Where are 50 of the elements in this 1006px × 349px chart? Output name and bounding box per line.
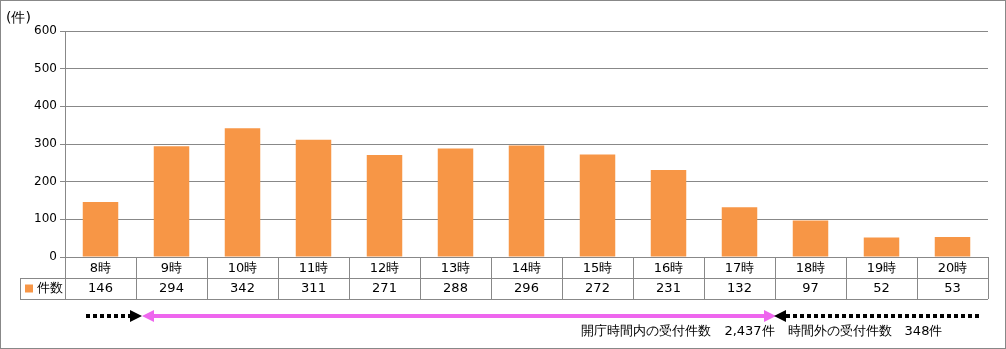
bar bbox=[792, 220, 829, 257]
x-tick-label: 10時 bbox=[227, 260, 258, 276]
bar bbox=[650, 169, 687, 257]
data-label: 231 bbox=[656, 279, 681, 295]
x-tick-label: 8時 bbox=[89, 260, 112, 276]
data-label: 311 bbox=[301, 279, 326, 295]
text: 開庁時間内の受付件数 2,437件 bbox=[581, 323, 775, 339]
bar bbox=[437, 148, 474, 257]
y-tick-label: 200 bbox=[34, 173, 57, 188]
data-label: 53 bbox=[944, 279, 961, 295]
y-tick-label: 600 bbox=[34, 23, 57, 38]
y-axis-title: (件) bbox=[6, 8, 31, 25]
x-tick-label: 9時 bbox=[160, 260, 183, 276]
data-label: 272 bbox=[585, 279, 610, 295]
y-tick-label: 500 bbox=[34, 60, 57, 75]
bar bbox=[366, 154, 403, 257]
bar bbox=[508, 145, 545, 257]
bar bbox=[721, 207, 758, 257]
y-tick-label: 300 bbox=[34, 136, 57, 151]
x-tick-label: 19時 bbox=[866, 260, 897, 276]
bar bbox=[295, 139, 332, 257]
bar bbox=[82, 202, 119, 257]
x-tick-label: 11時 bbox=[298, 260, 329, 276]
data-label: 342 bbox=[230, 279, 255, 295]
y-tick-label: 400 bbox=[34, 98, 57, 113]
x-tick-label: 18時 bbox=[795, 260, 826, 276]
x-tick-label: 14時 bbox=[511, 260, 542, 276]
data-label: 52 bbox=[873, 279, 890, 295]
bar bbox=[934, 237, 971, 257]
text: 時間外の受付件数 348件 bbox=[787, 323, 943, 339]
bar bbox=[579, 154, 616, 257]
x-tick-label: 15時 bbox=[582, 260, 613, 276]
data-label: 271 bbox=[372, 279, 397, 295]
data-label: 288 bbox=[443, 279, 468, 295]
x-tick-label: 16時 bbox=[653, 260, 684, 276]
data-label: 296 bbox=[514, 279, 539, 295]
y-tick-label: 100 bbox=[34, 211, 57, 226]
bar bbox=[224, 128, 261, 257]
data-label: 132 bbox=[727, 279, 752, 295]
data-label: 146 bbox=[88, 279, 113, 295]
x-tick-label: 17時 bbox=[724, 260, 755, 276]
x-tick-label: 12時 bbox=[369, 260, 400, 276]
data-label: 294 bbox=[159, 279, 184, 295]
data-label: 97 bbox=[802, 279, 819, 295]
y-tick-label: 0 bbox=[49, 249, 57, 264]
bar bbox=[863, 237, 900, 257]
bar bbox=[153, 146, 190, 257]
x-tick-label: 13時 bbox=[440, 260, 471, 276]
legend-label: 件数 bbox=[37, 279, 63, 295]
x-tick-label: 20時 bbox=[937, 260, 968, 276]
